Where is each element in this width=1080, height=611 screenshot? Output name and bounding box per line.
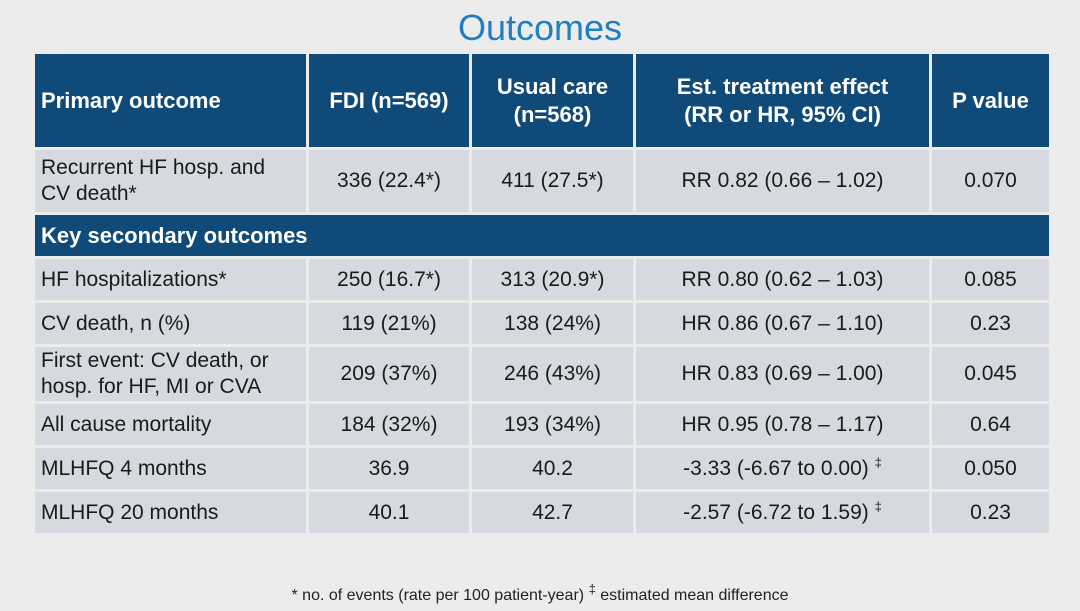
outcome-cell: HF hospitalizations* <box>35 259 306 300</box>
fdi-cell: 40.1 <box>309 492 469 533</box>
p-value-cell: 0.23 <box>932 492 1049 533</box>
table-row: All cause mortality 184 (32%) 193 (34%) … <box>35 404 1049 445</box>
header-fdi: FDI (n=569) <box>309 54 469 147</box>
fdi-cell: 336 (22.4*) <box>309 150 469 212</box>
outcome-cell: MLHFQ 20 months <box>35 492 306 533</box>
fdi-cell: 36.9 <box>309 448 469 489</box>
slide-title: Outcomes <box>457 7 623 48</box>
effect-cell: RR 0.80 (0.62 – 1.03) <box>636 259 929 300</box>
header-usual-care: Usual care (n=568) <box>472 54 633 147</box>
fdi-cell: 119 (21%) <box>309 303 469 344</box>
table-row: CV death, n (%) 119 (21%) 138 (24%) HR 0… <box>35 303 1049 344</box>
fdi-cell: 209 (37%) <box>309 347 469 401</box>
p-value-cell: 0.085 <box>932 259 1049 300</box>
outcome-line1: Recurrent HF hosp. and <box>41 156 266 179</box>
table-header-row: Primary outcome FDI (n=569) Usual care (… <box>35 54 1049 147</box>
usual-care-cell: 40.2 <box>472 448 633 489</box>
effect-cell: -2.57 (-6.72 to 1.59) ‡ <box>636 492 929 533</box>
header-usual-care-line1: Usual care <box>496 73 609 99</box>
effect-cell: HR 0.83 (0.69 – 1.00) <box>636 347 929 401</box>
table-row: First event: CV death, or hosp. for HF, … <box>35 347 1049 401</box>
usual-care-cell: 313 (20.9*) <box>472 259 633 300</box>
header-treatment-effect: Est. treatment effect (RR or HR, 95% CI) <box>636 54 929 147</box>
p-value-cell: 0.050 <box>932 448 1049 489</box>
double-dagger-mark: ‡ <box>588 581 596 597</box>
fdi-cell: 250 (16.7*) <box>309 259 469 300</box>
header-primary-outcome: Primary outcome <box>35 54 306 147</box>
table-row: Recurrent HF hosp. and CV death* 336 (22… <box>35 150 1049 212</box>
outcome-cell: MLHFQ 4 months <box>35 448 306 489</box>
header-effect-line2: (RR or HR, 95% CI) <box>684 101 881 127</box>
outcomes-table: Primary outcome FDI (n=569) Usual care (… <box>32 51 1052 536</box>
double-dagger-mark: ‡ <box>874 498 882 514</box>
effect-cell: HR 0.86 (0.67 – 1.10) <box>636 303 929 344</box>
usual-care-cell: 246 (43%) <box>472 347 633 401</box>
usual-care-cell: 193 (34%) <box>472 404 633 445</box>
table-row: HF hospitalizations* 250 (16.7*) 313 (20… <box>35 259 1049 300</box>
footnote: * no. of events (rate per 100 patient-ye… <box>0 583 1080 605</box>
outcome-line2: hosp. for HF, MI or CVA <box>41 375 262 398</box>
outcome-cell: First event: CV death, or hosp. for HF, … <box>35 347 306 401</box>
usual-care-cell: 411 (27.5*) <box>472 150 633 212</box>
usual-care-cell: 138 (24%) <box>472 303 633 344</box>
outcome-cell: All cause mortality <box>35 404 306 445</box>
p-value-cell: 0.64 <box>932 404 1049 445</box>
outcome-line1: First event: CV death, or <box>41 349 269 372</box>
p-value-cell: 0.070 <box>932 150 1049 212</box>
section-label: Key secondary outcomes <box>35 215 1049 256</box>
effect-cell: HR 0.95 (0.78 – 1.17) <box>636 404 929 445</box>
header-usual-care-line2: (n=568) <box>513 101 592 127</box>
double-dagger-mark: ‡ <box>874 454 882 470</box>
table-row: MLHFQ 20 months 40.1 42.7 -2.57 (-6.72 t… <box>35 492 1049 533</box>
usual-care-cell: 42.7 <box>472 492 633 533</box>
footnote-part1: * no. of events (rate per 100 patient-ye… <box>291 587 589 604</box>
header-effect-line1: Est. treatment effect <box>676 73 889 99</box>
fdi-cell: 184 (32%) <box>309 404 469 445</box>
p-value-cell: 0.23 <box>932 303 1049 344</box>
outcome-cell: CV death, n (%) <box>35 303 306 344</box>
table-row: MLHFQ 4 months 36.9 40.2 -3.33 (-6.67 to… <box>35 448 1049 489</box>
effect-value: -2.57 (-6.72 to 1.59) <box>683 500 869 524</box>
footnote-part2: estimated mean difference <box>595 587 789 604</box>
effect-cell: -3.33 (-6.67 to 0.00) ‡ <box>636 448 929 489</box>
effect-cell: RR 0.82 (0.66 – 1.02) <box>636 150 929 212</box>
p-value-cell: 0.045 <box>932 347 1049 401</box>
outcome-line2: CV death* <box>41 182 137 205</box>
effect-value: -3.33 (-6.67 to 0.00) <box>683 456 869 480</box>
header-p-value: P value <box>932 54 1049 147</box>
section-row: Key secondary outcomes <box>35 215 1049 256</box>
outcome-cell: Recurrent HF hosp. and CV death* <box>35 150 306 212</box>
